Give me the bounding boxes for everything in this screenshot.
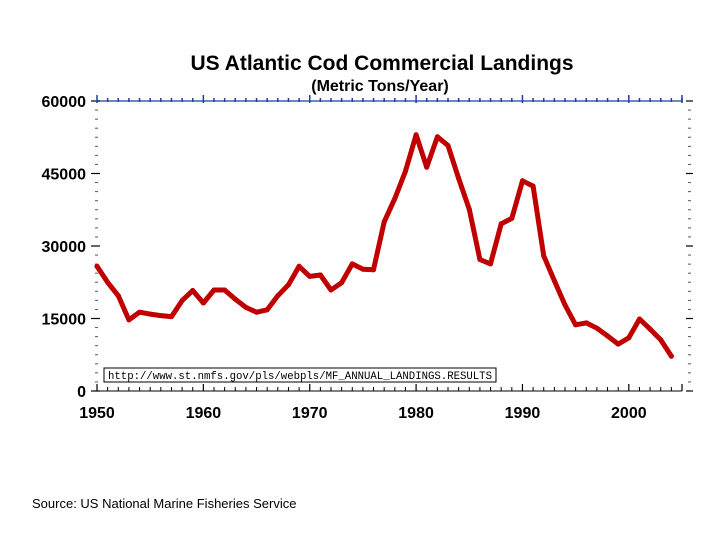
data-point (349, 261, 355, 267)
data-point (339, 280, 345, 286)
data-point (637, 316, 642, 322)
data-point (658, 337, 664, 343)
x-tick-label: 2000 (611, 405, 647, 422)
data-point (615, 341, 621, 347)
data-point (562, 302, 568, 308)
data-point (530, 183, 536, 189)
data-point (296, 263, 302, 269)
data-point (211, 287, 217, 293)
data-point (424, 164, 430, 170)
data-point (445, 143, 451, 148)
data-point (583, 320, 589, 326)
data-point (488, 261, 493, 267)
data-point (381, 219, 387, 225)
data-point (647, 326, 653, 332)
data-point (392, 196, 398, 202)
data-point (403, 168, 408, 174)
url-annotation-frame (103, 367, 497, 383)
chart-title: US Atlantic Cod Commercial Landings (190, 52, 573, 75)
minor-tick-marks (95, 98, 691, 391)
y-tick-labels: 0 15000 30000 45000 60000 (42, 94, 87, 401)
source-note: Source: US National Marine Fisheries Ser… (32, 496, 297, 511)
data-point (551, 278, 557, 284)
data-point (137, 309, 142, 315)
data-point (200, 300, 206, 306)
url-annotation-box: http://www.st.nmfs.gov/pls/webpls/MF_ANN… (103, 367, 497, 383)
data-point (434, 134, 440, 140)
x-tick-label: 1980 (398, 405, 434, 422)
data-point (498, 221, 504, 227)
x-tick-label: 1990 (505, 405, 541, 422)
data-point (520, 178, 525, 184)
data-point (222, 287, 228, 293)
data-point (286, 282, 291, 288)
data-point (243, 304, 249, 310)
data-point (158, 313, 164, 319)
y-tick-label: 0 (77, 384, 86, 401)
data-point (541, 253, 547, 259)
axes (97, 100, 682, 392)
y-tick-label: 60000 (42, 94, 87, 111)
data-point (594, 325, 600, 331)
data-point (264, 307, 270, 313)
data-point (360, 266, 366, 272)
y-tick-label: 15000 (42, 312, 87, 329)
data-point (179, 298, 185, 304)
x-tick-label: 1960 (186, 405, 222, 422)
data-point (317, 272, 323, 278)
data-point (605, 333, 610, 339)
data-point (328, 287, 334, 293)
data-point (626, 335, 632, 341)
data-point (190, 288, 196, 293)
y-tick-label: 30000 (42, 239, 87, 256)
data-point (668, 353, 674, 359)
data-point (115, 293, 121, 299)
data-point (275, 293, 281, 299)
data-point (371, 267, 376, 273)
data-point (126, 317, 132, 323)
x-tick-labels: 1950 1960 1970 1980 1990 2000 (79, 405, 647, 422)
x-tick-label: 1970 (292, 405, 328, 422)
data-point (254, 309, 259, 315)
data-point (466, 206, 472, 212)
series-landings (94, 132, 674, 359)
data-point (509, 215, 515, 221)
data-point (307, 273, 313, 279)
x-tick-label: 1950 (79, 405, 115, 422)
chart-subtitle: (Metric Tons/Year) (311, 78, 449, 95)
data-point (169, 314, 174, 320)
major-tick-marks (91, 95, 693, 392)
data-point (94, 263, 100, 269)
data-point (147, 311, 153, 317)
data-point (413, 132, 419, 138)
data-point (232, 296, 238, 302)
data-point (456, 175, 462, 181)
y-tick-label: 45000 (42, 167, 87, 184)
data-point (573, 322, 579, 328)
data-point (105, 279, 111, 285)
url-annotation: http://www.st.nmfs.gov/pls/webpls/MF_ANN… (108, 371, 492, 383)
data-point (477, 257, 483, 262)
